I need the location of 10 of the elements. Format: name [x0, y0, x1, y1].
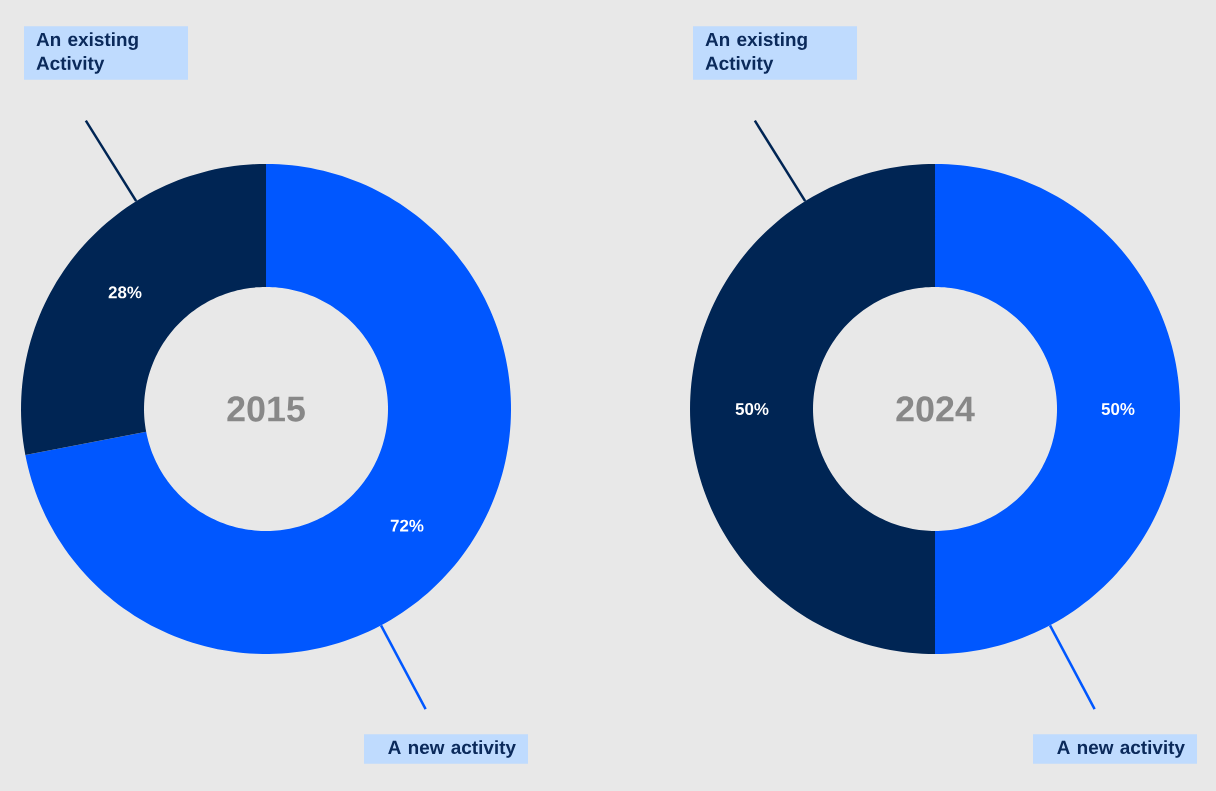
data-label: 72%: [390, 519, 424, 532]
slice-label: A new activity: [388, 740, 516, 758]
slice-label: A new activity: [1057, 740, 1185, 758]
data-label: 50%: [1101, 402, 1135, 415]
data-label: 50%: [735, 402, 769, 415]
slice-label: An existing Activity: [705, 32, 807, 74]
text: 2024: [896, 396, 975, 422]
data-label: 28%: [108, 286, 142, 299]
slice-label: An existing Activity: [36, 32, 138, 74]
text: 2015: [227, 396, 305, 422]
